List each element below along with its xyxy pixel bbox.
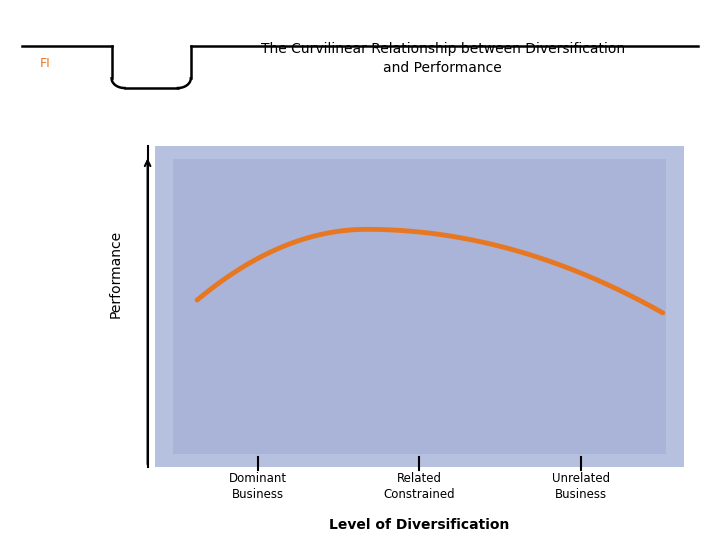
Text: Dominant
Business: Dominant Business xyxy=(229,472,287,502)
Text: Performance: Performance xyxy=(108,230,122,319)
Text: Level of Diversification: Level of Diversification xyxy=(329,518,510,532)
Text: Unrelated
Business: Unrelated Business xyxy=(552,472,610,502)
Bar xyxy=(173,159,666,454)
Bar xyxy=(155,146,684,467)
Text: Related
Constrained: Related Constrained xyxy=(384,472,455,502)
Text: The Curvilinear Relationship between Diversification
and Performance: The Curvilinear Relationship between Div… xyxy=(261,42,625,75)
Text: FI: FI xyxy=(40,57,50,70)
